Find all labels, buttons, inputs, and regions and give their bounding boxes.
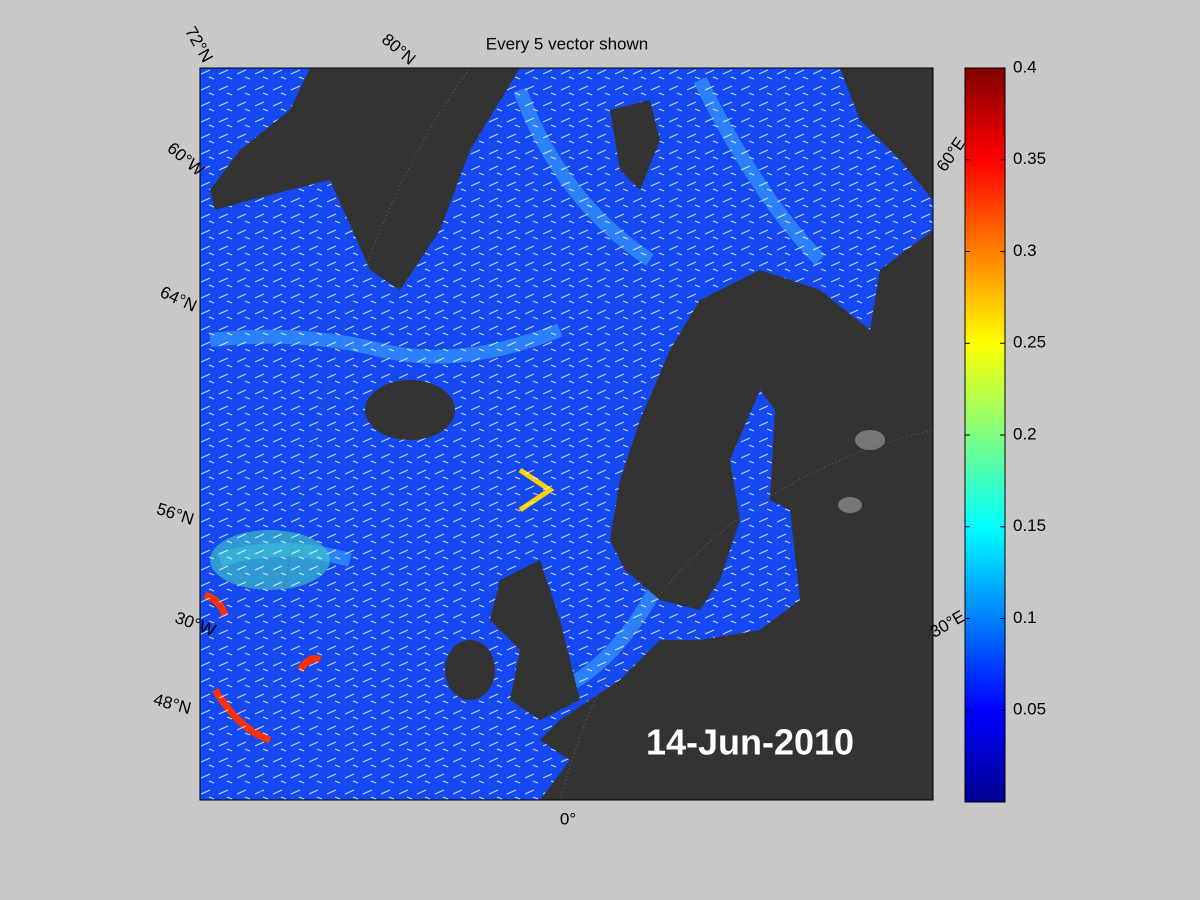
lake <box>838 430 885 513</box>
graticule-label: 64°N <box>157 282 199 315</box>
colorbar-tick-label: 0.2 <box>1013 424 1037 443</box>
graticule-label: 56°N <box>154 499 196 529</box>
map <box>200 68 933 800</box>
graticule-label: 0° <box>560 809 576 828</box>
graticule-label: 60°E <box>933 134 970 175</box>
colorbar-tick-label: 0.15 <box>1013 516 1046 535</box>
colorbar-tick-label: 0.4 <box>1013 57 1037 76</box>
map-frame <box>199 67 934 801</box>
colorbar-tick-label: 0.35 <box>1013 149 1046 168</box>
land <box>210 68 933 800</box>
colorbar-tick-label: 0.25 <box>1013 333 1046 352</box>
graticule-label: 48°N <box>151 690 193 718</box>
colorbar-tick-label: 0.1 <box>1013 608 1037 627</box>
graticule-label: 80°N <box>378 30 419 69</box>
colorbar-tick-label: 0.3 <box>1013 241 1037 260</box>
date-label: 14-Jun-2010 <box>646 722 854 763</box>
colorbar-tick-label: 0.05 <box>1013 700 1046 719</box>
colorbar <box>964 67 1006 803</box>
graticule-label: 72°N <box>181 23 216 65</box>
map-title: Every 5 vector shown <box>486 34 649 53</box>
